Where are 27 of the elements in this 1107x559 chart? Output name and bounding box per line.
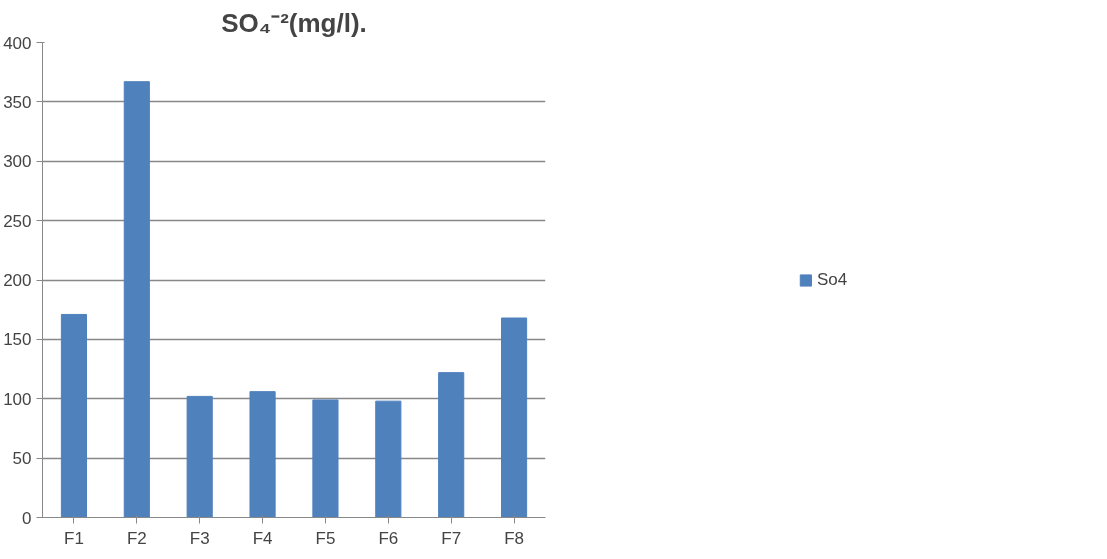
y-tick-label: 200	[3, 271, 32, 290]
x-tick-label: F2	[126, 528, 147, 548]
bar	[186, 395, 213, 518]
legend-label: So4	[816, 269, 848, 290]
y-tick-label: 250	[3, 211, 32, 231]
bar	[438, 372, 465, 518]
bar	[60, 313, 88, 518]
y-tick-label: 0	[22, 508, 32, 528]
x-tick-label: F6	[378, 528, 399, 548]
x-tick-label: F3	[189, 528, 210, 548]
bar	[500, 317, 528, 518]
x-tick-label: F5	[315, 528, 336, 548]
x-tick-label: F7	[441, 528, 462, 548]
bar	[123, 81, 150, 518]
y-tick-label: 300	[3, 152, 32, 172]
bar	[375, 400, 402, 518]
bar	[249, 391, 276, 518]
chart-title: SO₄⁻²(mg/l).	[221, 7, 367, 38]
y-tick-label: 50	[12, 449, 32, 469]
y-tick-label: 150	[3, 330, 32, 350]
x-tick-label: F1	[64, 528, 84, 548]
y-tick-label: 100	[3, 389, 32, 409]
x-tick-label: F8	[504, 528, 524, 548]
y-tick-label: 400	[3, 33, 32, 53]
y-tick-label: 350	[3, 92, 32, 112]
bar	[312, 399, 339, 518]
x-tick-label: F4	[252, 528, 273, 548]
